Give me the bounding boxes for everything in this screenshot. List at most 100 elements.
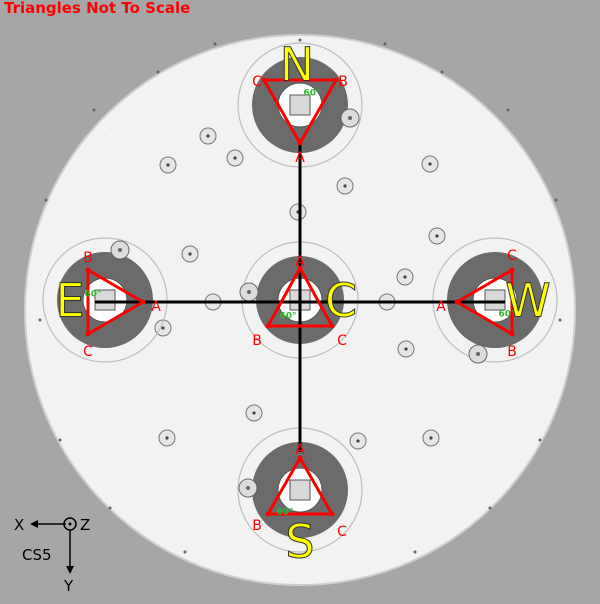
- triangle-vertex-dot: [297, 140, 303, 146]
- plate-pin-icon: [440, 70, 444, 74]
- triangle-vertex-dot: [297, 265, 303, 271]
- plate-pin-icon: [554, 198, 558, 202]
- station-label-s: S: [285, 515, 314, 569]
- mounting-hole-center-icon: [429, 436, 433, 440]
- y-axis-label: Y: [63, 577, 74, 595]
- hub-knob-center-icon: [247, 290, 251, 294]
- vertex-label-a: A: [151, 299, 161, 315]
- triangle-vertex-dot: [265, 511, 271, 517]
- triangle-vertex-dot: [329, 511, 335, 517]
- mounting-hole-center-icon: [435, 234, 439, 238]
- mounting-hole-center-icon: [161, 326, 165, 330]
- hub-outer-ring: [432, 237, 558, 363]
- hub-knob-center-icon: [246, 486, 250, 490]
- vertex-label-a: A: [295, 150, 305, 166]
- vertex-label-b: B: [83, 250, 93, 266]
- plate-pin-icon: [558, 318, 562, 322]
- mounting-hole-center-icon: [356, 439, 360, 443]
- coordinate-system-name: CS5: [22, 546, 52, 564]
- vertex-label-b: B: [507, 344, 517, 360]
- plate-pin-icon: [413, 550, 417, 554]
- plate-pin-icon: [38, 318, 42, 322]
- diagram-title: Triangles Not To Scale: [4, 0, 191, 17]
- triangle-e: [86, 268, 145, 336]
- triangle-vertex-dot: [509, 331, 515, 337]
- triangle-c: [266, 266, 334, 328]
- station-label-c: C: [325, 274, 357, 328]
- triangle-w: [455, 268, 514, 336]
- vertex-label-c: C: [337, 524, 347, 540]
- mounting-hole-center-icon: [188, 252, 192, 256]
- triangle-vertex-dot: [261, 77, 267, 83]
- hub-knob-center-icon: [118, 248, 122, 252]
- plate-pin-icon: [92, 108, 96, 112]
- plate-pin-icon: [538, 438, 542, 442]
- triangle-vertex-dot: [454, 299, 460, 305]
- vertex-label-c: C: [83, 344, 93, 360]
- triangle-vertex-dot: [509, 267, 515, 273]
- vertex-label-a: A: [436, 299, 446, 315]
- hubs: [42, 42, 558, 553]
- hub-square-icon: [484, 289, 506, 311]
- angle-label: 60°: [498, 310, 515, 320]
- triangle-vertex-dot: [140, 299, 146, 305]
- z-axis-dot-icon: [68, 522, 72, 526]
- station-label-e: E: [55, 274, 84, 328]
- mounting-hole-center-icon: [166, 163, 170, 167]
- mounting-hole-center-icon: [403, 275, 407, 279]
- triangle-vertex-dot: [297, 455, 303, 461]
- triangle-vertex-dot: [333, 77, 339, 83]
- mounting-hole-center-icon: [404, 347, 408, 351]
- mounting-hole-center-icon: [252, 411, 256, 415]
- station-label-w: W: [505, 274, 550, 328]
- y-arrow-head-icon: [66, 566, 74, 574]
- hub-square-icon: [289, 94, 311, 116]
- coordinate-system: X Z CS5 Y: [14, 516, 90, 595]
- plate-pin-icon: [58, 438, 62, 442]
- angle-label: 60°: [84, 290, 101, 300]
- plate-pin-icon: [44, 198, 48, 202]
- angle-label: 60°: [276, 508, 293, 518]
- angle-label: 60°: [303, 89, 320, 99]
- cross-axes: [95, 140, 505, 452]
- vertex-label-b: B: [252, 333, 262, 349]
- triangle-n: [262, 78, 338, 145]
- vertex-label-c: C: [337, 333, 347, 349]
- x-axis-label: X: [14, 516, 24, 534]
- x-arrow-head-icon: [30, 520, 38, 528]
- hub-square-icon: [289, 479, 311, 501]
- plate-pin-icon: [213, 42, 217, 46]
- station-label-n: N: [280, 38, 314, 92]
- triangle-vertex-dot: [329, 323, 335, 329]
- hub-knob-center-icon: [348, 116, 352, 120]
- triangle-vertex-dot: [85, 267, 91, 273]
- vertex-label-a: A: [295, 442, 305, 458]
- mounting-hole-center-icon: [428, 162, 432, 166]
- triangle-s: [266, 456, 334, 516]
- angle-label: 60°: [279, 312, 296, 322]
- z-axis-icon: [63, 517, 77, 531]
- plate-pin-icon: [488, 506, 492, 510]
- plate-pin-icon: [183, 550, 187, 554]
- vertex-label-b: B: [338, 74, 348, 90]
- triangle-vertex-dot: [265, 323, 271, 329]
- plate-pin-icon: [156, 70, 160, 74]
- mounting-hole-center-icon: [165, 436, 169, 440]
- mounting-hole-center-icon: [206, 134, 210, 138]
- z-axis-label: Z: [80, 516, 90, 534]
- triangle-vertex-dot: [85, 331, 91, 337]
- hub-knob-center-icon: [476, 352, 480, 356]
- vertex-label-c: C: [252, 74, 262, 90]
- plate-pin-icon: [383, 42, 387, 46]
- hub-square-icon: [94, 289, 116, 311]
- plate-hole-ring: [37, 47, 563, 573]
- mounting-hole-center-icon: [343, 184, 347, 188]
- plate-pin-icon: [506, 108, 510, 112]
- vertex-label-b: B: [252, 518, 262, 534]
- plate-pin-icon: [298, 38, 302, 42]
- mounting-hole-center-icon: [233, 156, 237, 160]
- hub-outer-ring: [42, 237, 168, 363]
